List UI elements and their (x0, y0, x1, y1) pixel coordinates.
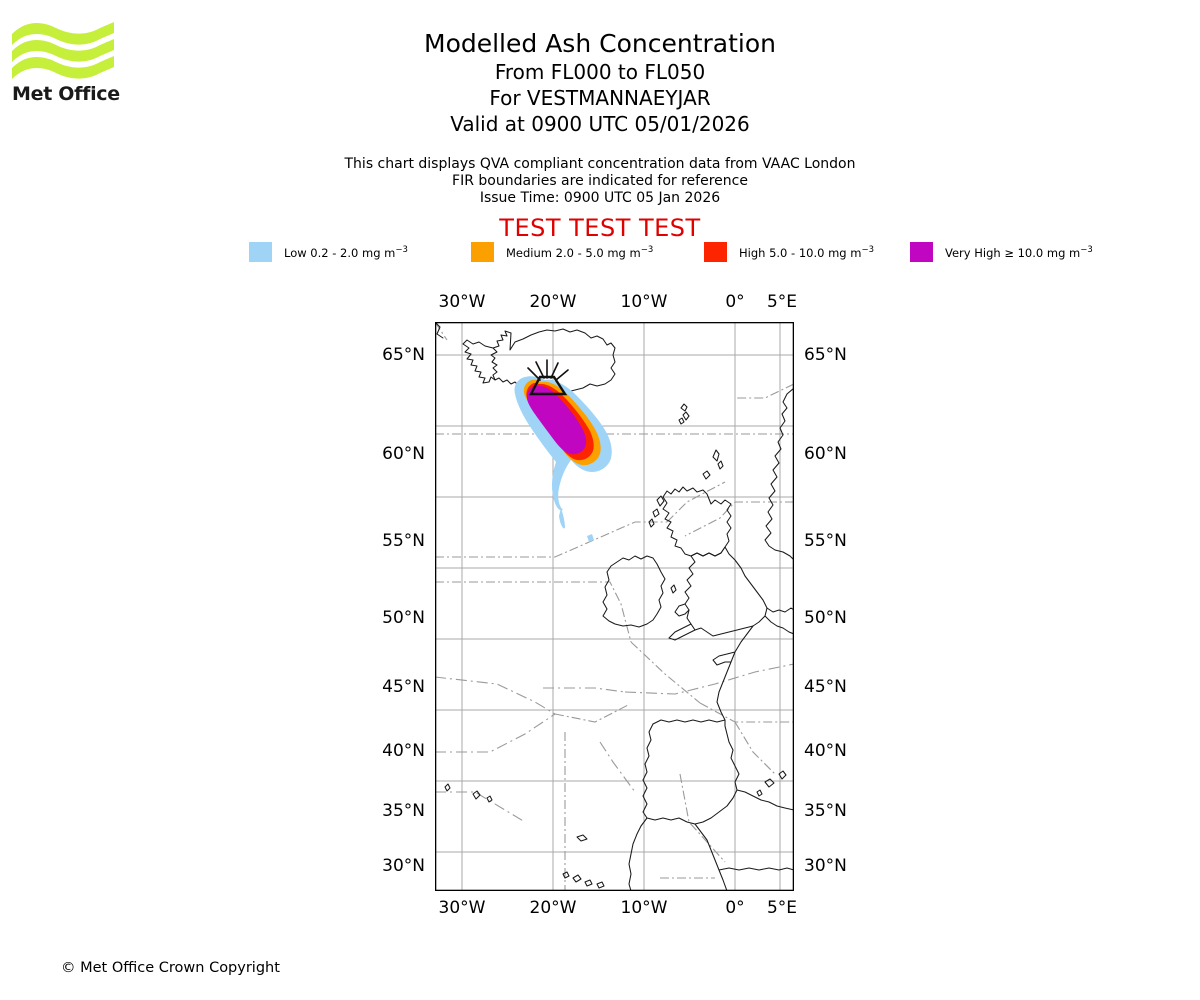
test-banner: TEST TEST TEST (499, 214, 701, 242)
note-qva-compliance: This chart displays QVA compliant concen… (344, 156, 856, 172)
copyright-notice: © Met Office Crown Copyright (61, 960, 280, 976)
lat-label-left-45n: 45°N (382, 677, 425, 697)
map-background (435, 322, 794, 891)
legend-label-high: High 5.0 - 10.0 mg m−3 (739, 244, 874, 260)
legend-item-very-high: Very High ≥ 10.0 mg m−3 (910, 241, 1093, 263)
legend-item-high: High 5.0 - 10.0 mg m−3 (704, 241, 874, 263)
lat-label-left-60n: 60°N (382, 444, 425, 464)
lat-label-right-55n: 55°N (804, 531, 847, 551)
lat-label-right-40n: 40°N (804, 741, 847, 761)
ash-concentration-map: 30°W 20°W 10°W 0° 5°E 30°W 20°W 10°W 0° … (382, 292, 847, 918)
plume-tail-low (559, 508, 565, 529)
lon-label-bottom-0: 0° (725, 898, 745, 918)
lat-label-left-55n: 55°N (382, 531, 425, 551)
lat-label-left-50n: 50°N (382, 608, 425, 628)
lon-label-top-0: 0° (725, 292, 745, 312)
lat-label-left-30n: 30°N (382, 856, 425, 876)
page-title: Modelled Ash Concentration (424, 29, 776, 58)
lat-label-left-40n: 40°N (382, 741, 425, 761)
lon-label-top-10w: 10°W (620, 292, 668, 312)
subtitle-valid-time: Valid at 0900 UTC 05/01/2026 (450, 112, 750, 136)
met-office-waves-icon (12, 22, 114, 79)
lon-label-bottom-30w: 30°W (438, 898, 486, 918)
map-frame (435, 322, 794, 891)
lon-label-top-30w: 30°W (438, 292, 486, 312)
ash-plume (514, 376, 612, 542)
met-office-logo: Met Office (12, 22, 132, 117)
lat-label-right-45n: 45°N (804, 677, 847, 697)
lat-label-right-60n: 60°N (804, 444, 847, 464)
legend-label-low: Low 0.2 - 2.0 mg m−3 (284, 244, 408, 260)
legend-swatch-low (249, 242, 272, 262)
lon-label-bottom-10w: 10°W (620, 898, 668, 918)
lon-label-top-5e: 5°E (766, 292, 798, 312)
notes-block: This chart displays QVA compliant concen… (0, 156, 1200, 207)
lat-label-right-35n: 35°N (804, 801, 847, 821)
lat-label-right-50n: 50°N (804, 608, 847, 628)
title-block: Modelled Ash Concentration From FL000 to… (0, 28, 1200, 137)
plume-speck-low (587, 534, 594, 542)
legend-label-medium: Medium 2.0 - 5.0 mg m−3 (506, 244, 654, 260)
note-issue-time: Issue Time: 0900 UTC 05 Jan 2026 (479, 190, 721, 206)
lat-label-right-30n: 30°N (804, 856, 847, 876)
map-canvas (435, 322, 794, 891)
subtitle-flight-levels: From FL000 to FL050 (494, 60, 706, 84)
lon-label-top-20w: 20°W (529, 292, 577, 312)
subtitle-volcano: For VESTMANNAEYJAR (489, 86, 711, 110)
note-fir-boundaries: FIR boundaries are indicated for referen… (452, 173, 748, 189)
lat-label-left-35n: 35°N (382, 801, 425, 821)
lat-label-right-65n: 65°N (804, 345, 847, 365)
lat-label-left-65n: 65°N (382, 345, 425, 365)
fir-boundaries-south (435, 663, 794, 823)
legend-item-medium: Medium 2.0 - 5.0 mg m−3 (471, 241, 653, 263)
volcano-cone (529, 375, 568, 396)
legend-swatch-very-high (910, 242, 933, 262)
legend-label-very-high: Very High ≥ 10.0 mg m−3 (945, 244, 1093, 260)
lon-label-bottom-5e: 5°E (766, 898, 798, 918)
graticule (435, 322, 794, 891)
plume-contour-very-high (526, 385, 587, 455)
coastlines (435, 322, 794, 891)
legend-swatch-medium (471, 242, 494, 262)
volcano-icon (527, 359, 569, 396)
legend-item-low: Low 0.2 - 2.0 mg m−3 (249, 241, 408, 263)
lon-label-bottom-20w: 20°W (529, 898, 577, 918)
concentration-legend: Low 0.2 - 2.0 mg m−3 Medium 2.0 - 5.0 mg… (249, 241, 1093, 263)
met-office-wordmark: Met Office (12, 83, 120, 105)
legend-swatch-high (704, 242, 727, 262)
fir-boundaries (435, 322, 794, 891)
